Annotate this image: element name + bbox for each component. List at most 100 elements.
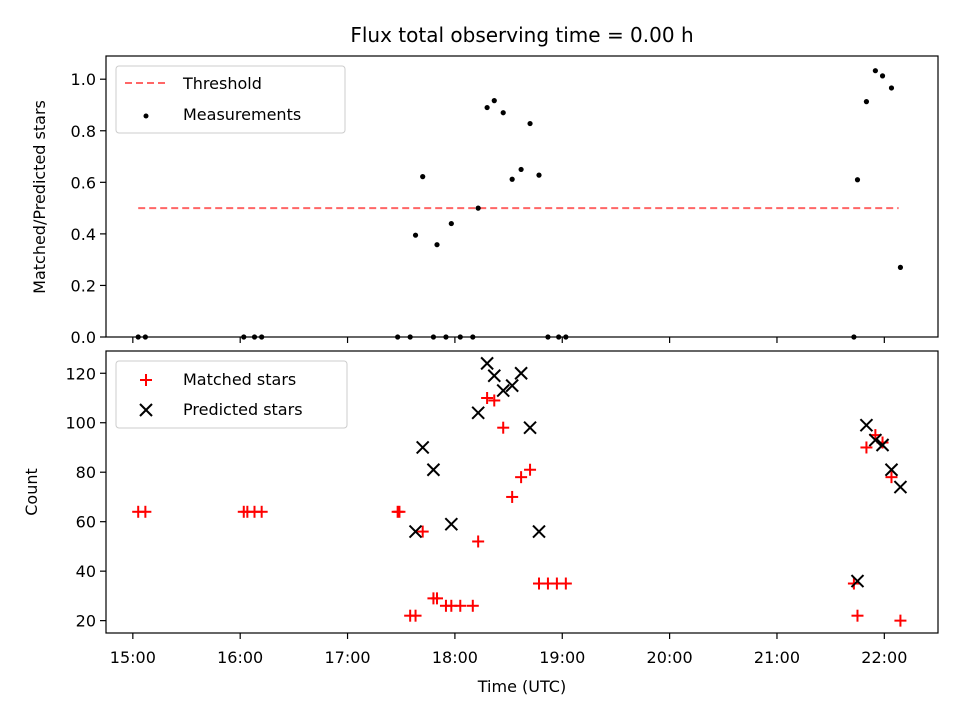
measurement-point bbox=[879, 73, 886, 79]
legend-measurements-label: Measurements bbox=[183, 105, 301, 124]
predicted-star-point bbox=[480, 356, 494, 371]
predicted-star-point bbox=[496, 383, 510, 398]
x-tick-label: 19:00 bbox=[539, 648, 585, 667]
matched-star-point bbox=[488, 394, 501, 407]
measurement-point bbox=[420, 174, 426, 180]
measurement-point bbox=[854, 177, 861, 183]
predicted-star-point bbox=[875, 438, 890, 452]
legend-matched-label: Matched stars bbox=[183, 370, 296, 389]
bottom-legend: Matched stars Predicted stars bbox=[115, 360, 348, 429]
y-tick-label: 1.0 bbox=[71, 70, 96, 89]
measurement-point bbox=[897, 264, 904, 270]
top-panel-y-ticks: 0.0 0.2 0.4 0.6 0.8 1.0 bbox=[71, 70, 106, 347]
measurement-point bbox=[491, 97, 497, 104]
y-tick-label: 0.0 bbox=[71, 328, 96, 347]
matched-star-point bbox=[431, 592, 444, 605]
matched-star-point bbox=[515, 471, 528, 484]
bottom-panel-marks bbox=[132, 356, 908, 627]
top-panel-x-ticks bbox=[132, 337, 885, 343]
matched-star-point bbox=[466, 599, 479, 612]
matched-star-point bbox=[393, 505, 406, 518]
measurement-point bbox=[509, 176, 515, 182]
matched-star-point bbox=[481, 392, 494, 404]
y-tick-label: 0.2 bbox=[71, 276, 96, 295]
y-tick-label: 60 bbox=[76, 513, 96, 532]
bottom-legend-box bbox=[115, 360, 348, 429]
bottom-panel-x-ticks: 15:00 16:00 17:00 18:00 19:00 20:00 21:00 22:00 bbox=[110, 633, 907, 667]
predicted-star-point bbox=[487, 369, 501, 383]
y-tick-label: 20 bbox=[76, 612, 96, 631]
measurement-point bbox=[863, 99, 870, 105]
measurement-point bbox=[475, 205, 481, 211]
measurement-point bbox=[484, 104, 490, 111]
x-axis-label: Time (UTC) bbox=[477, 677, 566, 696]
predicted-star-point bbox=[523, 420, 537, 435]
y-tick-label: 40 bbox=[76, 562, 96, 581]
matched-star-point bbox=[524, 463, 537, 476]
measurement-point bbox=[448, 220, 454, 227]
measurement-point bbox=[872, 68, 878, 74]
legend-threshold-label: Threshold bbox=[182, 74, 262, 93]
y-tick-label: 0.4 bbox=[71, 225, 96, 244]
measurement-point bbox=[888, 85, 895, 91]
measurement-point bbox=[536, 172, 542, 178]
top-legend-box bbox=[115, 65, 346, 134]
y-tick-label: 0.8 bbox=[71, 122, 96, 141]
matched-star-point bbox=[885, 471, 898, 484]
matched-star-point bbox=[860, 441, 873, 454]
legend-measurements-swatch bbox=[143, 113, 149, 119]
bottom-panel-y-ticks: 20 40 60 80 100 120 bbox=[65, 364, 106, 631]
matched-star-point bbox=[559, 577, 572, 590]
measurement-point bbox=[527, 120, 533, 127]
predicted-star-point bbox=[893, 480, 908, 494]
top-legend: Threshold Measurements bbox=[115, 65, 346, 134]
measurement-point bbox=[518, 166, 524, 173]
matched-star-point bbox=[851, 609, 864, 622]
matched-star-point bbox=[894, 614, 907, 627]
x-tick-label: 21:00 bbox=[754, 648, 800, 667]
chart-title: Flux total observing time = 0.00 h bbox=[350, 23, 693, 47]
matched-star-point bbox=[506, 490, 519, 503]
measurement-point bbox=[500, 110, 506, 116]
x-tick-label: 15:00 bbox=[110, 648, 156, 667]
predicted-star-point bbox=[884, 463, 899, 477]
predicted-star-point bbox=[415, 440, 430, 455]
matched-star-point bbox=[139, 505, 152, 518]
top-panel-ylabel: Matched/Predicted stars bbox=[30, 100, 49, 294]
measurement-point bbox=[412, 232, 419, 238]
y-tick-label: 80 bbox=[76, 463, 96, 482]
matched-star-point bbox=[497, 421, 510, 434]
measurement-point bbox=[434, 242, 440, 248]
matched-star-point bbox=[472, 535, 485, 548]
legend-predicted-swatch bbox=[139, 403, 153, 417]
top-panel: 0.0 0.2 0.4 0.6 0.8 1.0 Matched/Predicted sta… bbox=[30, 55, 939, 347]
y-tick-label: 0.6 bbox=[71, 173, 96, 192]
predicted-star-point bbox=[426, 463, 441, 477]
predicted-star-point bbox=[514, 366, 528, 380]
x-tick-label: 16:00 bbox=[217, 648, 263, 667]
predicted-star-point bbox=[850, 574, 865, 588]
predicted-star-point bbox=[532, 524, 546, 539]
predicted-star-point bbox=[505, 378, 519, 393]
x-tick-label: 18:00 bbox=[432, 648, 478, 667]
bottom-panel-ylabel: Count bbox=[22, 468, 41, 516]
y-tick-label: 120 bbox=[65, 364, 96, 383]
x-tick-label: 20:00 bbox=[647, 648, 693, 667]
predicted-star-point bbox=[859, 418, 874, 432]
predicted-star-point bbox=[444, 517, 459, 531]
predicted-star-point bbox=[408, 524, 423, 539]
legend-predicted-label: Predicted stars bbox=[183, 400, 303, 419]
predicted-star-point bbox=[868, 433, 883, 447]
matched-star-point bbox=[454, 599, 467, 612]
predicted-star-point bbox=[471, 406, 485, 420]
x-tick-label: 22:00 bbox=[861, 648, 907, 667]
legend-matched-swatch bbox=[140, 374, 152, 386]
matched-star-point bbox=[255, 505, 268, 518]
top-panel-frame bbox=[105, 55, 939, 338]
bottom-panel-frame bbox=[105, 350, 939, 634]
bottom-panel: 20 40 60 80 100 120 15:00 16:00 17:00 18:00 19:00… bbox=[22, 350, 939, 696]
y-tick-label: 100 bbox=[65, 414, 96, 433]
matched-star-point bbox=[416, 525, 429, 538]
matched-star-point bbox=[409, 609, 422, 622]
